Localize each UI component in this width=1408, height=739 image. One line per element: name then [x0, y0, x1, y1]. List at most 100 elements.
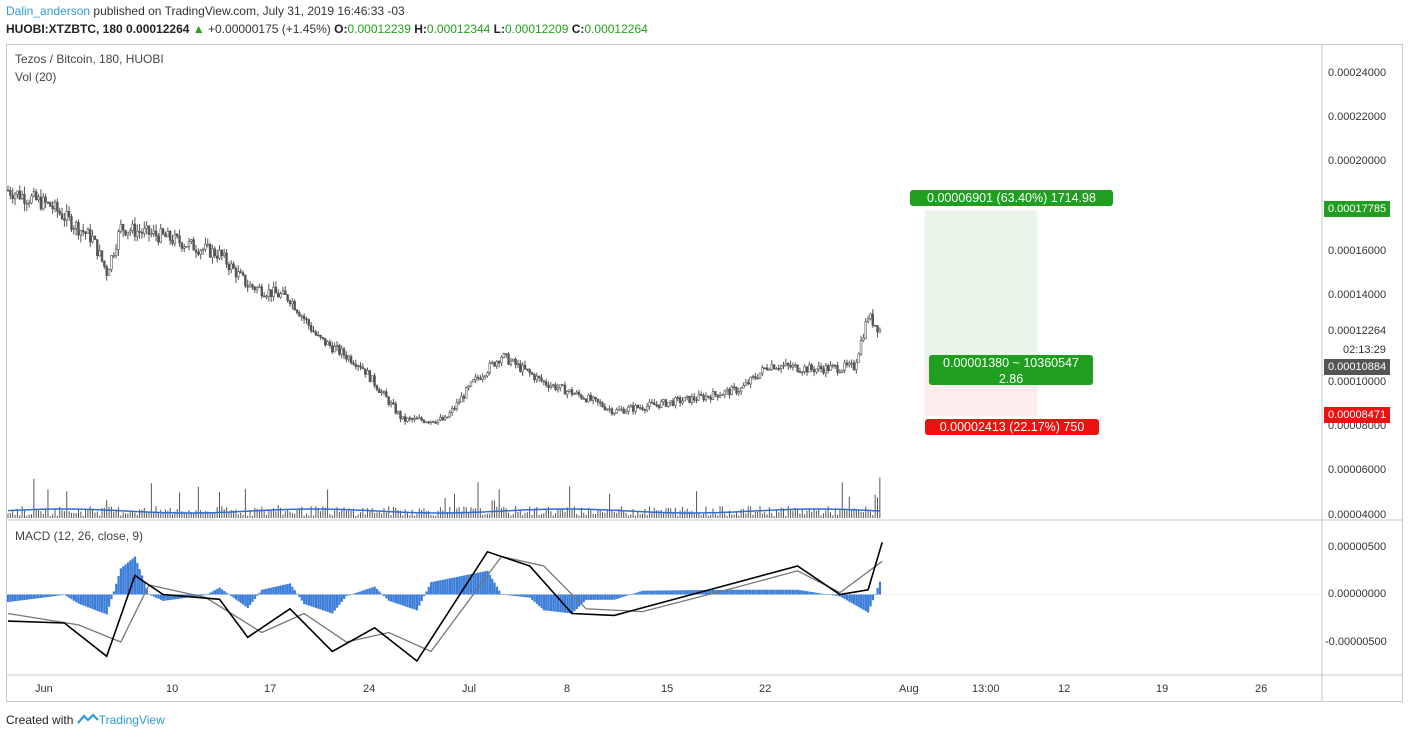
candle-body: [265, 295, 268, 298]
profit-target-label[interactable]: 0.00006901 (63.40%) 1714.98: [910, 190, 1113, 206]
candle-body: [51, 206, 54, 210]
macd-histogram-bar: [521, 594, 524, 597]
macd-histogram-bar: [380, 593, 383, 595]
candle-body: [469, 381, 473, 387]
macd-histogram-bar: [667, 590, 670, 595]
candle-body: [570, 389, 574, 395]
candle-body: [603, 406, 607, 411]
tradingview-logo-icon: [76, 713, 99, 724]
macd-histogram-bar: [397, 594, 400, 604]
risk-reward-ratio: 2.86: [998, 372, 1024, 386]
candle-body: [610, 408, 614, 415]
macd-histogram-bar: [829, 594, 832, 595]
macd-histogram-bar: [101, 594, 104, 613]
tradingview-brand[interactable]: TradingView: [98, 713, 165, 727]
candle-body: [876, 325, 879, 333]
macd-histogram-bar: [354, 592, 357, 595]
candle-body: [406, 417, 409, 422]
candle-body: [714, 391, 717, 396]
candle-body: [269, 289, 273, 297]
position-center-label[interactable]: 0.00001380 ~ 10360547 2.86: [929, 355, 1093, 386]
candle-body: [267, 289, 271, 297]
candle-body: [841, 369, 844, 373]
macd-histogram-bar: [690, 590, 694, 595]
stop-loss-label[interactable]: 0.00002413 (22.17%) 750: [925, 419, 1099, 435]
macd-histogram-bar: [86, 594, 90, 608]
price-tick: 0.00014000: [1328, 289, 1387, 301]
candle-body: [63, 218, 66, 221]
macd-histogram-bar: [56, 594, 59, 596]
macd-histogram-bar: [665, 590, 668, 595]
candle-body: [44, 196, 47, 203]
candle-body: [528, 369, 531, 374]
candle-body: [845, 362, 849, 366]
macd-histogram-bar: [281, 585, 285, 595]
macd-legend[interactable]: MACD (12, 26, close, 9): [15, 529, 144, 543]
macd-histogram-bar: [430, 582, 433, 595]
candle-body: [730, 386, 734, 396]
candle-body: [293, 301, 296, 311]
macd-histogram-bar: [72, 594, 75, 601]
macd-histogram-bar: [406, 594, 409, 608]
candle-body: [171, 240, 174, 244]
candle-body: [53, 201, 57, 210]
macd-histogram-bar: [472, 573, 475, 595]
candle-body: [385, 391, 388, 398]
macd-histogram-bar: [152, 594, 155, 597]
macd-histogram-bar: [608, 594, 611, 600]
macd-histogram-bar: [566, 594, 569, 613]
time-tick: 17: [264, 683, 277, 695]
macd-histogram-bar: [592, 594, 595, 600]
macd-histogram-bar: [841, 594, 844, 598]
author-link[interactable]: Dalin_anderson: [6, 4, 91, 18]
candle-body: [850, 362, 853, 365]
macd-tick: -0.00000500: [1325, 636, 1387, 648]
candle-body: [448, 412, 451, 418]
chart-frame[interactable]: [6, 44, 1403, 702]
candle-body: [749, 376, 752, 385]
macd-histogram-bar: [345, 594, 348, 597]
macd-histogram-bar: [803, 590, 806, 595]
candle-body: [685, 395, 689, 398]
macd-histogram-bar: [260, 589, 263, 595]
candle-body: [826, 365, 830, 371]
macd-histogram-bar: [237, 594, 240, 602]
volume-legend[interactable]: Vol (20): [15, 70, 57, 84]
main-legend[interactable]: Tezos / Bitcoin, 180, HUOBI: [15, 52, 164, 66]
candle-body: [512, 358, 515, 362]
candle-body: [502, 353, 506, 358]
candle-body: [530, 372, 534, 375]
macd-histogram-bar: [30, 594, 33, 600]
candle-body: [805, 366, 809, 373]
candle-body: [636, 404, 640, 409]
candle-body: [307, 319, 310, 326]
macd-histogram-bar: [220, 589, 224, 595]
candle-body: [335, 344, 339, 347]
candle-body: [584, 398, 588, 403]
candle-body: [11, 194, 14, 200]
candle-body: [542, 380, 546, 383]
candle-body: [237, 271, 240, 278]
macd-histogram-bar: [399, 594, 402, 605]
macd-histogram-bar: [860, 594, 863, 609]
macd-histogram-bar: [42, 594, 45, 598]
macd-histogram-bar: [239, 594, 242, 603]
macd-histogram-bar: [810, 591, 813, 595]
candle-body: [91, 236, 94, 243]
macd-histogram-bar: [822, 593, 825, 595]
candle-body: [96, 239, 99, 257]
candle-body: [716, 394, 719, 398]
macd-histogram-bar: [721, 589, 724, 595]
candle-body: [112, 255, 115, 257]
candle-body: [819, 365, 823, 370]
candle-body: [490, 361, 494, 364]
candle-body: [373, 375, 376, 386]
candle-body: [328, 341, 332, 346]
macd-histogram-bar: [766, 589, 769, 595]
candle-body: [98, 250, 101, 257]
candle-body: [457, 401, 461, 404]
macd-histogram-bar: [514, 594, 517, 597]
macd-histogram-bar: [749, 589, 752, 595]
macd-histogram-bar: [683, 590, 686, 595]
